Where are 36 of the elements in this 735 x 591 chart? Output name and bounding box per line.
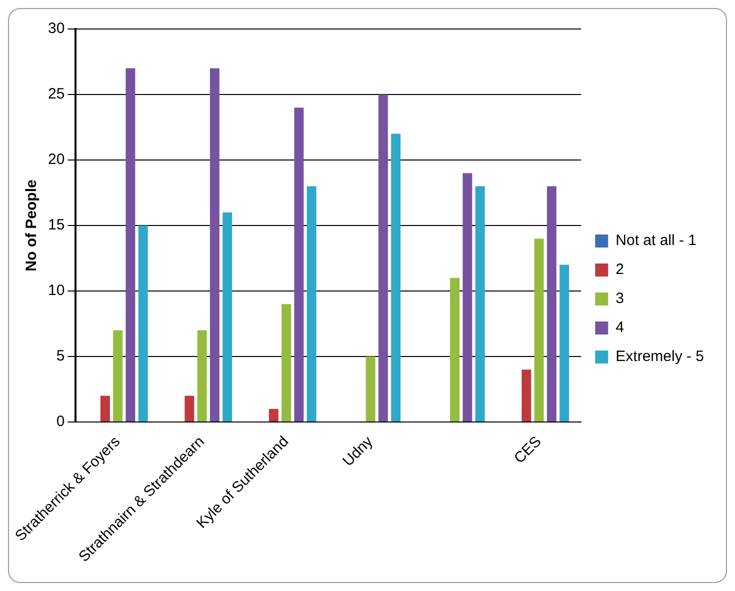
y-tick-label: 20 [48, 151, 65, 168]
bar [113, 330, 123, 422]
bar [306, 186, 316, 422]
bar [210, 68, 220, 422]
bar [391, 134, 401, 422]
bar [184, 396, 194, 422]
bar [522, 370, 532, 422]
bar [366, 356, 376, 422]
bar [197, 330, 207, 422]
bar [100, 396, 110, 422]
y-tick-label: 15 [48, 216, 65, 234]
bar [294, 108, 304, 422]
bar [138, 226, 148, 422]
legend-label: 2 [616, 261, 624, 278]
y-tick-label: 5 [56, 348, 65, 365]
legend-label: Extremely - 5 [616, 348, 704, 366]
x-tick-label: CES [510, 433, 545, 467]
bar [560, 264, 570, 422]
bar [462, 173, 472, 422]
y-tick-label: 25 [48, 86, 65, 103]
bar [282, 304, 292, 422]
bar [546, 186, 556, 422]
bar [475, 186, 485, 422]
legend-label: Not at all - 1 [616, 232, 697, 250]
legend-label: 3 [616, 290, 624, 308]
y-tick-label: 30 [48, 20, 65, 38]
bar [268, 408, 278, 422]
bar [378, 94, 388, 422]
y-axis-title: No of People [23, 180, 40, 272]
y-tick-label: 0 [56, 413, 65, 430]
bar [126, 68, 136, 422]
bar [534, 238, 544, 422]
legend-label: 4 [616, 319, 624, 336]
bar [222, 212, 232, 422]
bar [450, 278, 460, 422]
y-tick-label: 10 [48, 282, 65, 300]
